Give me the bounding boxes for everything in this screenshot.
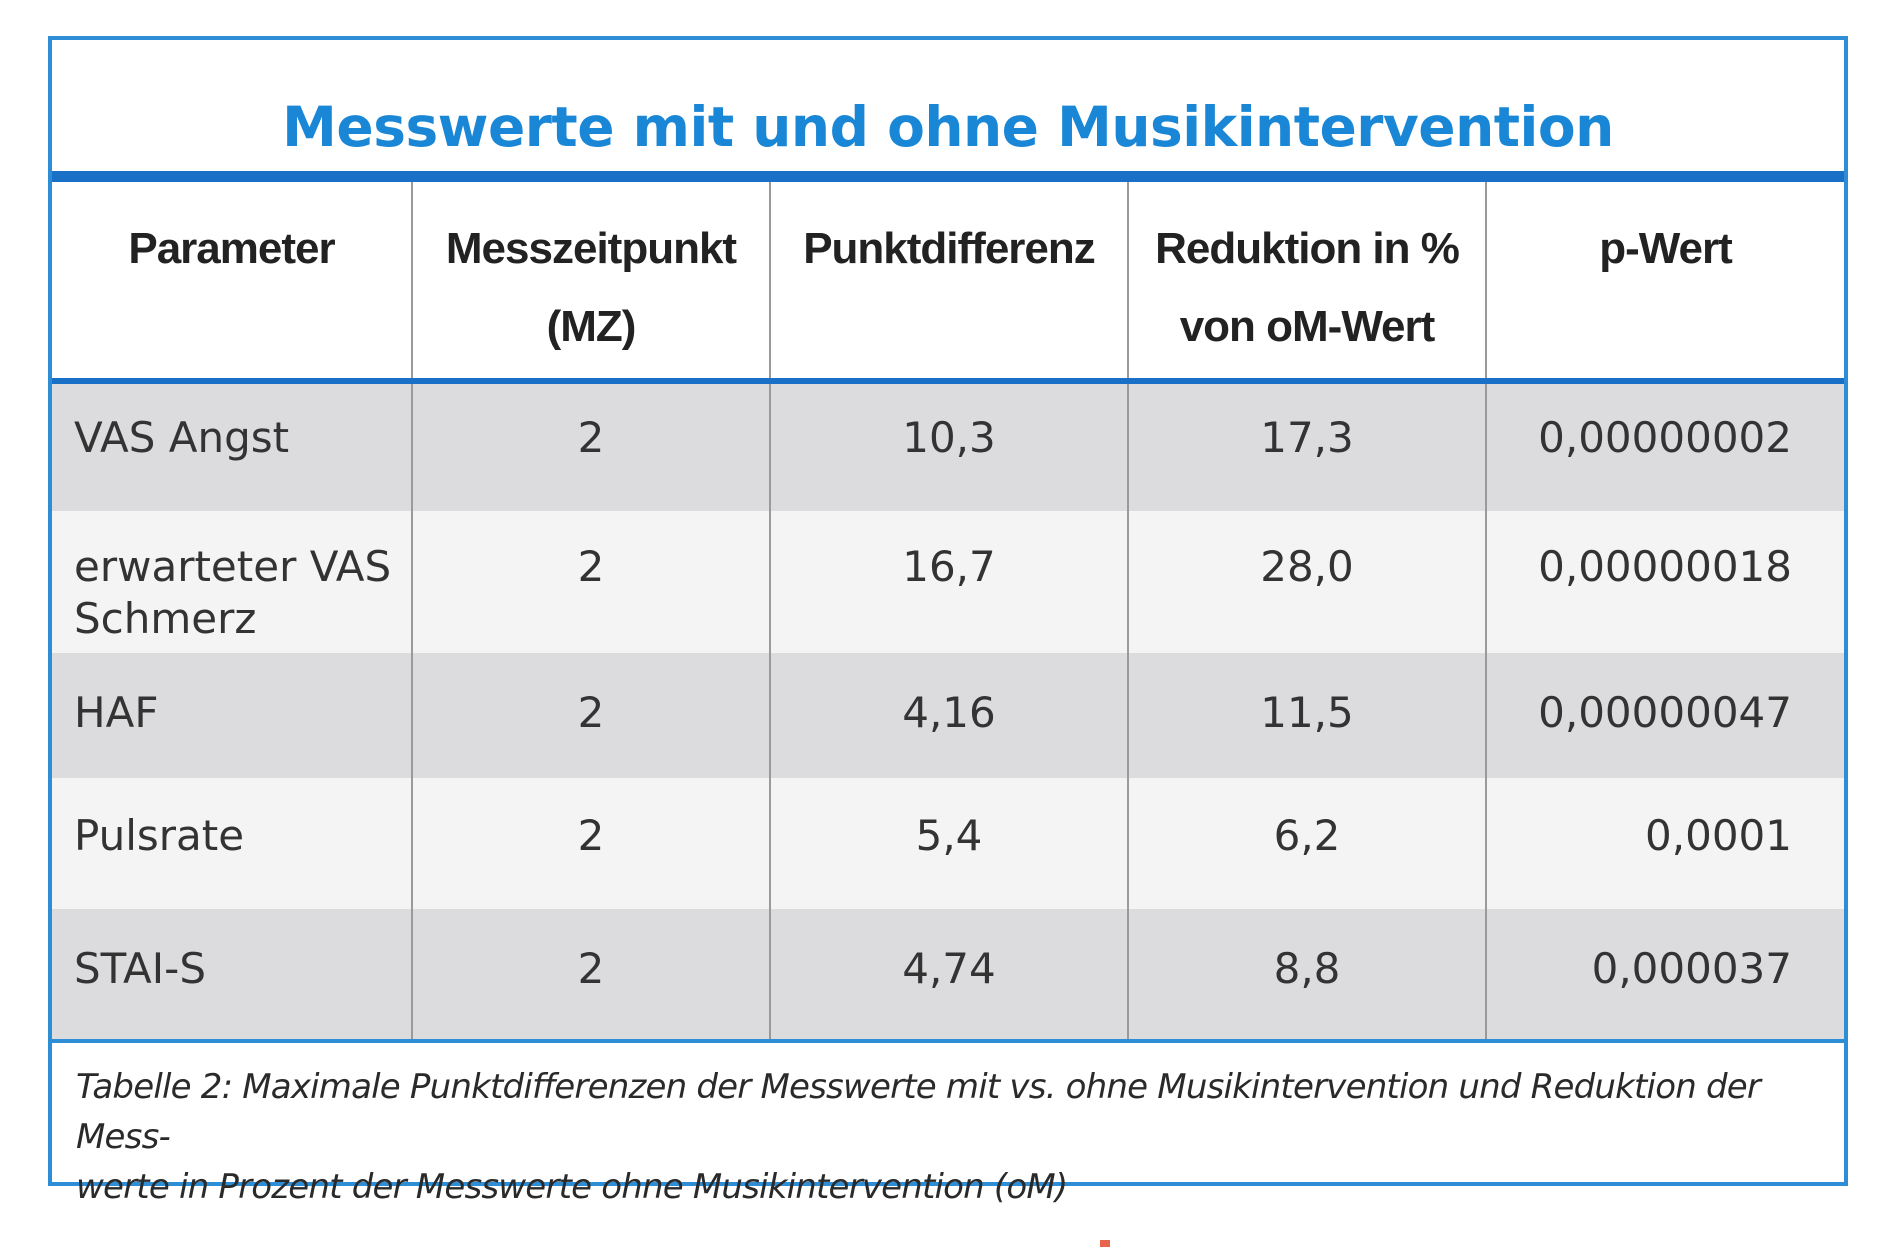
table-header: Parameter Messzeitpunkt (MZ) Punktdiffer…	[52, 182, 1844, 384]
cell-reduktion: 28,0	[1127, 511, 1486, 653]
caption-line: werte in Prozent der Messwerte ohne Musi…	[76, 1167, 1068, 1207]
cell-punktdifferenz: 4,74	[769, 909, 1128, 1043]
cell-parameter: STAI-S	[52, 909, 412, 1043]
cell-reduktion: 11,5	[1127, 653, 1486, 778]
table-row: HAF 2 4,16 11,5 0,00000047	[52, 653, 1844, 778]
header-messzeitpunkt: Messzeitpunkt (MZ)	[411, 182, 770, 384]
data-table: Parameter Messzeitpunkt (MZ) Punktdiffer…	[52, 182, 1844, 1043]
cell-punktdifferenz: 10,3	[769, 381, 1128, 511]
cell-parameter: VAS Angst	[52, 381, 412, 511]
parameter-line: VAS Angst	[74, 413, 290, 462]
header-line: p-Wert	[1599, 224, 1733, 273]
parameter-line: Schmerz	[74, 594, 257, 643]
header-row: Parameter Messzeitpunkt (MZ) Punktdiffer…	[52, 182, 1844, 384]
table-title: Messwerte mit und ohne Musikintervention	[282, 95, 1614, 159]
cell-punktdifferenz: 5,4	[769, 778, 1128, 909]
header-p-wert: p-Wert	[1485, 182, 1844, 384]
header-line: von oM-Wert	[1179, 302, 1436, 351]
cell-reduktion: 6,2	[1127, 778, 1486, 909]
title-area: Messwerte mit und ohne Musikintervention	[52, 40, 1844, 182]
cell-punktdifferenz: 4,16	[769, 653, 1128, 778]
cell-mz: 2	[411, 511, 770, 653]
cell-mz: 2	[411, 381, 770, 511]
parameter-line: HAF	[74, 688, 159, 737]
cell-p-wert: 0,000037	[1485, 909, 1844, 1043]
cell-punktdifferenz: 16,7	[769, 511, 1128, 653]
parameter-line: Pulsrate	[74, 811, 245, 860]
cell-mz: 2	[411, 909, 770, 1043]
parameter-line: STAI-S	[74, 944, 206, 993]
header-line: Reduktion in %	[1155, 224, 1460, 273]
cell-reduktion: 8,8	[1127, 909, 1486, 1043]
header-reduktion: Reduktion in % von oM-Wert	[1127, 182, 1486, 384]
cell-mz: 2	[411, 778, 770, 909]
table-row: erwarteter VAS Schmerz 2 16,7 28,0 0,000…	[52, 511, 1844, 653]
table-row: VAS Angst 2 10,3 17,3 0,00000002	[52, 381, 1844, 511]
table-row: Pulsrate 2 5,4 6,2 0,0001	[52, 778, 1844, 909]
cell-p-wert: 0,00000047	[1485, 653, 1844, 778]
parameter-line: erwarteter VAS	[74, 542, 392, 591]
header-line: Parameter	[128, 224, 335, 273]
caption-line: Tabelle 2: Maximale Punktdifferenzen der…	[76, 1067, 1761, 1157]
cell-parameter: Pulsrate	[52, 778, 412, 909]
header-line: Punktdifferenz	[803, 224, 1096, 273]
decorative-mark	[1100, 1240, 1110, 1247]
cell-parameter: HAF	[52, 653, 412, 778]
title-rule	[52, 171, 1844, 182]
header-parameter: Parameter	[52, 182, 412, 384]
table-caption: Tabelle 2: Maximale Punktdifferenzen der…	[76, 1062, 1836, 1212]
table-row: STAI-S 2 4,74 8,8 0,000037	[52, 909, 1844, 1043]
cell-reduktion: 17,3	[1127, 381, 1486, 511]
cell-p-wert: 0,00000002	[1485, 381, 1844, 511]
cell-p-wert: 0,00000018	[1485, 511, 1844, 653]
cell-p-wert: 0,0001	[1485, 778, 1844, 909]
table-body: VAS Angst 2 10,3 17,3 0,00000002 erwarte…	[52, 381, 1844, 1043]
header-punktdifferenz: Punktdifferenz	[769, 182, 1128, 384]
table-frame: Messwerte mit und ohne Musikintervention…	[48, 36, 1848, 1207]
cell-parameter: erwarteter VAS Schmerz	[52, 511, 412, 653]
cell-mz: 2	[411, 653, 770, 778]
header-line: (MZ)	[546, 302, 637, 351]
header-line: Messzeitpunkt	[445, 224, 737, 273]
